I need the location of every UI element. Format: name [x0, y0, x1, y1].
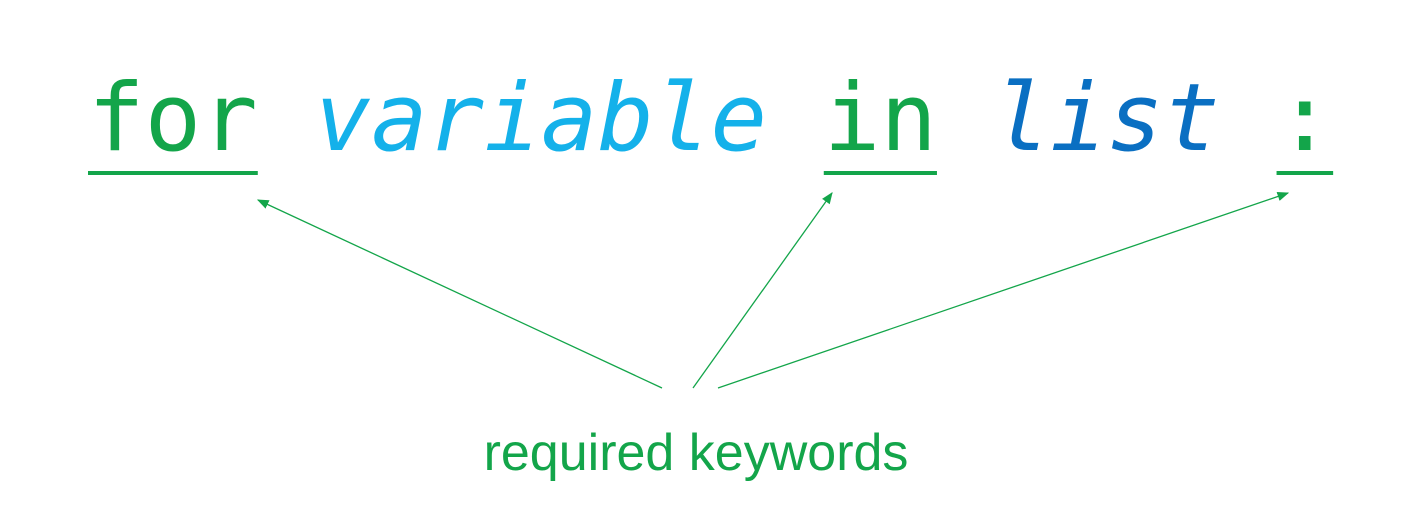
annotation-arrow: [256, 199, 663, 389]
annotation-arrow: [692, 192, 833, 389]
code-token: :: [1277, 64, 1334, 173]
code-token: variable: [314, 64, 767, 173]
code-token: for: [88, 64, 258, 173]
annotation-arrow: [717, 191, 1290, 389]
annotation-label: required keywords: [484, 424, 909, 482]
code-token: in: [824, 64, 937, 173]
code-token: list: [994, 64, 1220, 173]
